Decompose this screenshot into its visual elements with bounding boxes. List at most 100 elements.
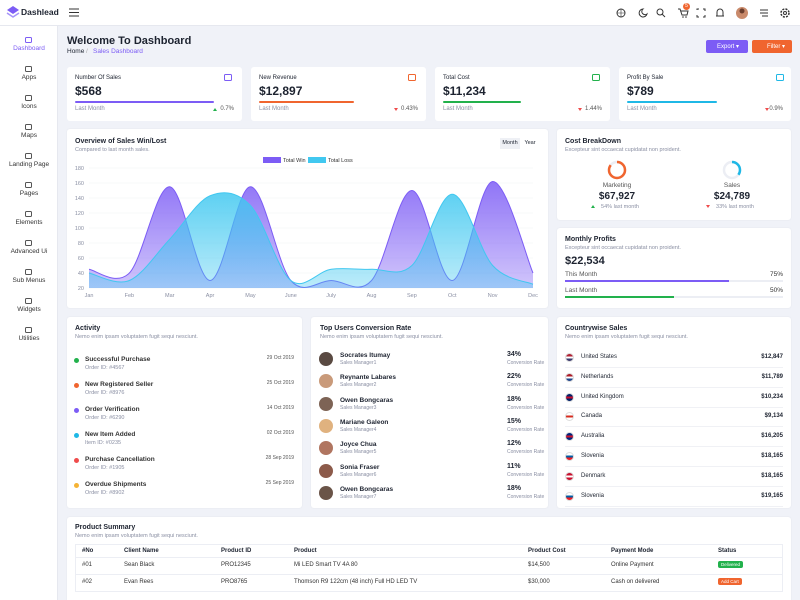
stat-icon [408,74,416,81]
breadcrumb-home[interactable]: Home [67,48,85,55]
progress-bar [443,101,522,103]
x-tick-label: Dec [528,293,538,299]
cost-note: 33% last month [716,204,754,210]
user-rate-label: Conversion Rate [507,426,545,433]
nav-label[interactable]: Widgets [17,306,41,313]
stat-label: New Revenue [259,75,297,81]
nav-icon[interactable] [25,66,32,72]
ring-value [722,160,742,180]
table-cell: Thomson R9 122cm (48 inch) Full HD LED T… [294,579,418,585]
nav-icon[interactable] [25,327,32,333]
user-role: Sales Manager7 [340,493,377,500]
x-tick-label: Feb [125,293,134,299]
menu-toggle[interactable] [69,8,79,17]
nav-icon[interactable] [25,211,32,217]
tab-month[interactable]: Month [500,138,520,149]
trend-arrow [394,107,398,111]
nav-icon[interactable] [25,153,32,159]
user-name: Owen Bongcaras [340,485,394,493]
stat-value: $789 [627,84,654,98]
activity-id: Order ID: #4567 [85,365,125,371]
user-role: Sales Manager1 [340,360,377,366]
x-tick-label: Mar [165,293,175,299]
activity-id: Order ID: #6290 [85,415,125,421]
nav-icon[interactable] [25,240,32,246]
table-cell: $14,500 [528,562,550,568]
product-summary-card: Product Summary Nemo enim ipsam voluptat… [67,517,791,600]
card-subtitle: Excepteur sint occaecat cupidatat non pr… [565,147,681,153]
nav-label[interactable]: Maps [21,132,37,139]
profit-bar [565,296,674,298]
y-tick-label: 100 [75,226,84,232]
country-value: $18,165 [761,472,783,479]
country-name: United Kingdom [581,393,624,400]
nav-label[interactable]: Sub Menus [12,277,46,284]
activity-dot [74,458,79,463]
stat-label: Profit By Sale [627,75,664,81]
topbar-icons [616,7,790,19]
bar-percent: 75% [769,271,783,278]
country-value: $19,165 [761,492,783,499]
user-rate-label: Conversion Rate [507,493,545,500]
stat-label: Total Cost [443,75,470,81]
activity-title: Overdue Shipments [85,481,147,488]
stat-label: Number Of Sales [75,75,122,81]
flag [565,491,574,501]
flag [565,452,574,461]
bar-label: This Month [565,271,598,278]
nav-label[interactable]: Pages [19,190,39,197]
stat-change: 0.9% [769,106,783,112]
countrywise-card: Countrywise Sales Nemo enim ipsam volupt… [557,317,791,508]
nav-icon[interactable] [25,269,32,275]
activity-date: 29 Oct 2019 [266,355,294,361]
table-row [75,575,783,592]
sales-chart-card: Overview of Sales Win/Lost Compared to l… [67,129,548,308]
country-name: Slovenia [581,492,605,499]
country-value: $9,134 [764,413,783,420]
avatar [319,485,333,500]
column-header: Product ID [221,548,252,554]
activity-date: 25 Sep 2019 [265,480,294,486]
stat-footer: Last Month [443,106,473,112]
export-button[interactable]: Export ▾ [706,40,748,53]
nav-label[interactable]: Dashboard [13,45,45,52]
progress-bar [259,101,355,103]
stat-value: $568 [75,84,102,98]
x-tick-label: July [326,293,336,299]
stat-footer: Last Month [75,106,105,112]
table-header-row [75,544,783,558]
avatar [319,396,333,411]
user-rate-label: Conversion Rate [507,360,545,366]
stat-footer: Last Month [627,106,657,112]
nav-label[interactable]: Apps [21,74,37,81]
card-title: Countrywise Sales [565,325,628,332]
nav-label[interactable]: Utilities [18,335,40,342]
status-badge: Add Cart [718,578,742,585]
user-rate: 34% [507,351,522,358]
nav-icon[interactable] [25,37,32,43]
user-rate: 22% [507,373,522,381]
x-tick-label: Oct [448,293,457,299]
filter-button[interactable]: Filter ▾ [752,40,792,53]
nav-icon[interactable] [25,95,32,101]
nav-icon[interactable] [25,298,32,304]
x-tick-label: May [245,293,256,299]
activity-title: New Item Added [85,431,136,438]
row-divider [565,386,783,388]
activity-dot [74,483,79,488]
user-rate: 18% [507,395,522,403]
x-tick-label: Aug [367,293,377,299]
y-tick-label: 120 [75,211,84,217]
nav-label[interactable]: Advanced Ui [10,248,48,255]
nav-icon[interactable] [25,124,32,130]
nav-icon[interactable] [25,182,32,188]
nav-label[interactable]: Icons [21,103,37,110]
y-tick-label: 40 [78,271,84,277]
nav-label[interactable]: Elements [15,219,43,226]
nav-label[interactable]: Landing Page [8,161,50,168]
card-subtitle: Nemo enim ipsam voluptatem fugit sequi n… [75,533,198,539]
y-tick-label: 140 [75,196,84,202]
avatar [319,352,333,366]
tab-year[interactable]: Year [524,140,536,146]
